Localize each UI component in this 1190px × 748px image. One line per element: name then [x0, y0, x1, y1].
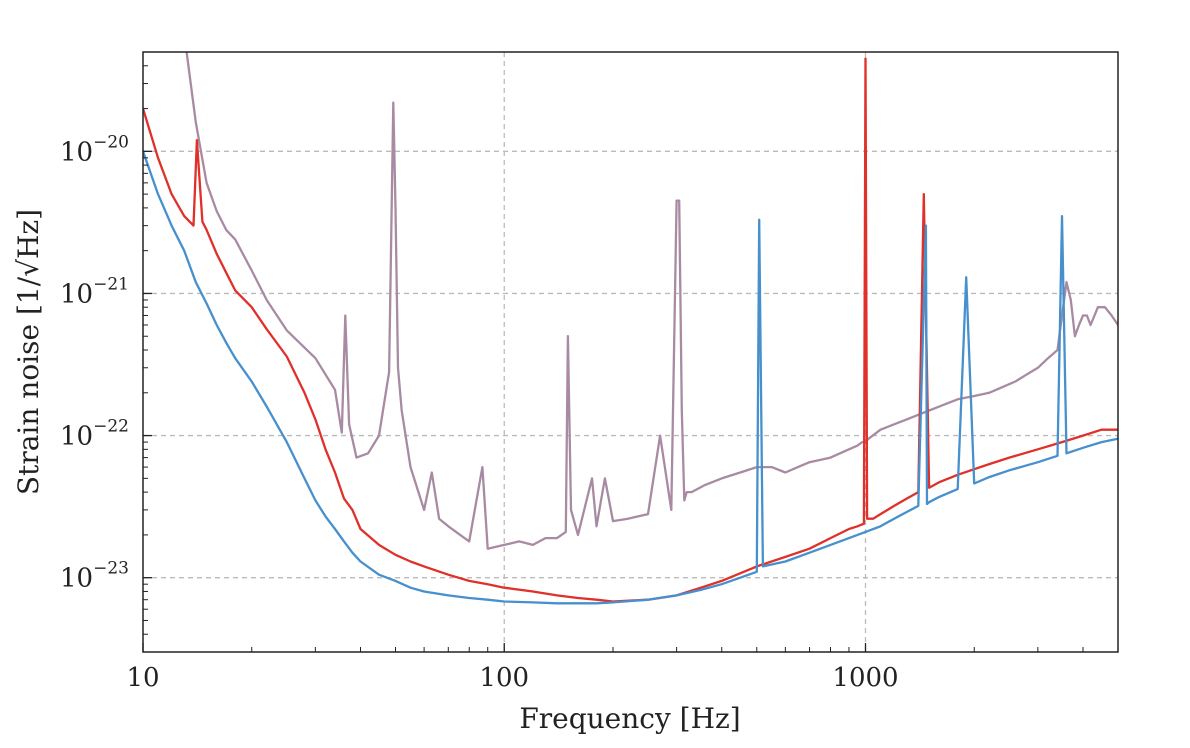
series-line-2 [143, 150, 1118, 605]
series-group [143, 52, 1118, 605]
x-tick-labels: 10 100 1000 [126, 663, 898, 693]
y-tick-label: 10−23 [60, 559, 129, 594]
y-tick-labels: 10−23 10−22 10−21 10−20 [60, 132, 129, 593]
series-line-0 [185, 52, 1118, 550]
plot-frame [142, 51, 1119, 653]
x-axis-title: Frequency [Hz] [519, 702, 740, 735]
x-tick-label: 10 [126, 663, 159, 693]
y-axis-title: Strain noise [1/√Hz] [12, 209, 45, 495]
tick-marks [142, 51, 1119, 652]
x-tick-label: 100 [479, 663, 529, 693]
y-tick-label: 10−21 [60, 274, 129, 309]
y-tick-label: 10−22 [60, 417, 129, 452]
y-tick-label: 10−20 [60, 132, 129, 167]
x-tick-label: 1000 [832, 663, 898, 693]
plot-background [143, 52, 1118, 652]
